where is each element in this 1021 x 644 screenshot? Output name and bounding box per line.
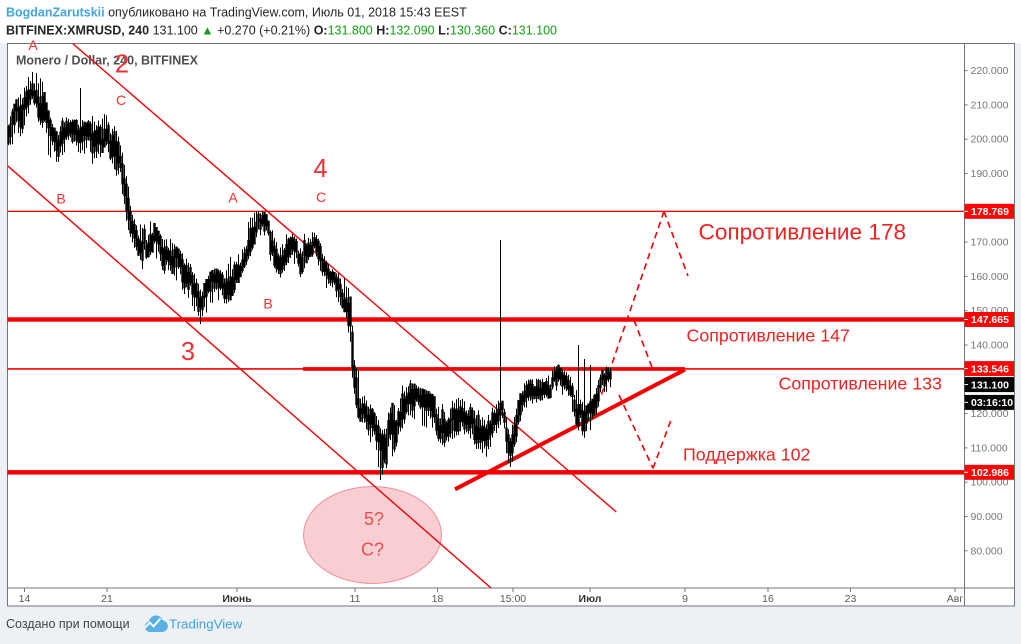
svg-text:9: 9 xyxy=(682,593,688,605)
svg-text:Создано при помощи: Создано при помощи xyxy=(6,617,130,631)
svg-text:Июнь: Июнь xyxy=(222,593,252,605)
svg-text:Июл: Июл xyxy=(579,593,602,605)
svg-text:90.000: 90.000 xyxy=(971,511,1003,523)
svg-text:Сопротивление 147: Сопротивление 147 xyxy=(687,326,850,346)
svg-text:Сопротивление 133: Сопротивление 133 xyxy=(779,374,942,394)
svg-text:170.000: 170.000 xyxy=(971,237,1009,249)
svg-text:BITFINEX:XMRUSD, 240 131.100: BITFINEX:XMRUSD, 240 131.100 ▲ +0.270 (+… xyxy=(6,24,557,38)
svg-text:A: A xyxy=(228,190,238,206)
svg-text:Monero / Dollar, 240, BITFINEX: Monero / Dollar, 240, BITFINEX xyxy=(16,54,199,68)
svg-text:11: 11 xyxy=(350,593,361,605)
svg-text:21: 21 xyxy=(101,593,113,605)
svg-text:3: 3 xyxy=(181,338,195,366)
svg-text:C: C xyxy=(116,92,126,108)
svg-text:Авг: Авг xyxy=(947,593,964,605)
svg-text:133.546: 133.546 xyxy=(971,363,1009,375)
svg-text:140.000: 140.000 xyxy=(971,340,1009,352)
svg-text:15:00: 15:00 xyxy=(500,593,526,605)
svg-text:200.000: 200.000 xyxy=(971,134,1009,146)
svg-text:C: C xyxy=(316,189,326,205)
svg-text:190.000: 190.000 xyxy=(971,168,1009,180)
svg-text:110.000: 110.000 xyxy=(971,442,1008,454)
svg-text:160.000: 160.000 xyxy=(971,271,1009,283)
svg-text:18: 18 xyxy=(432,593,444,605)
svg-text:B: B xyxy=(263,296,272,312)
svg-text:Сопротивление 178: Сопротивление 178 xyxy=(699,220,907,245)
svg-text:Поддержка 102: Поддержка 102 xyxy=(683,445,810,465)
svg-text:210.000: 210.000 xyxy=(971,99,1009,111)
svg-text:2: 2 xyxy=(115,51,129,79)
svg-text:A: A xyxy=(28,37,38,53)
svg-text:TradingView: TradingView xyxy=(169,617,243,632)
svg-text:147.665: 147.665 xyxy=(971,314,1009,326)
svg-text:16: 16 xyxy=(762,593,774,605)
svg-text:23: 23 xyxy=(845,593,857,605)
svg-text:03:16:10: 03:16:10 xyxy=(971,397,1013,409)
svg-text:80.000: 80.000 xyxy=(971,545,1003,557)
svg-text:178.769: 178.769 xyxy=(971,206,1009,218)
svg-text:5?: 5? xyxy=(364,509,384,529)
svg-text:C?: C? xyxy=(361,540,384,560)
svg-text:4: 4 xyxy=(313,155,327,183)
svg-text:B: B xyxy=(56,191,65,207)
svg-text:102.986: 102.986 xyxy=(971,467,1009,479)
svg-text:220.000: 220.000 xyxy=(971,65,1009,77)
svg-text:14: 14 xyxy=(19,593,31,605)
svg-text:120.000: 120.000 xyxy=(971,408,1009,420)
svg-text:BogdanZarutskii опубликовано н: BogdanZarutskii опубликовано на TradingV… xyxy=(6,6,467,20)
svg-text:131.100: 131.100 xyxy=(971,379,1009,391)
